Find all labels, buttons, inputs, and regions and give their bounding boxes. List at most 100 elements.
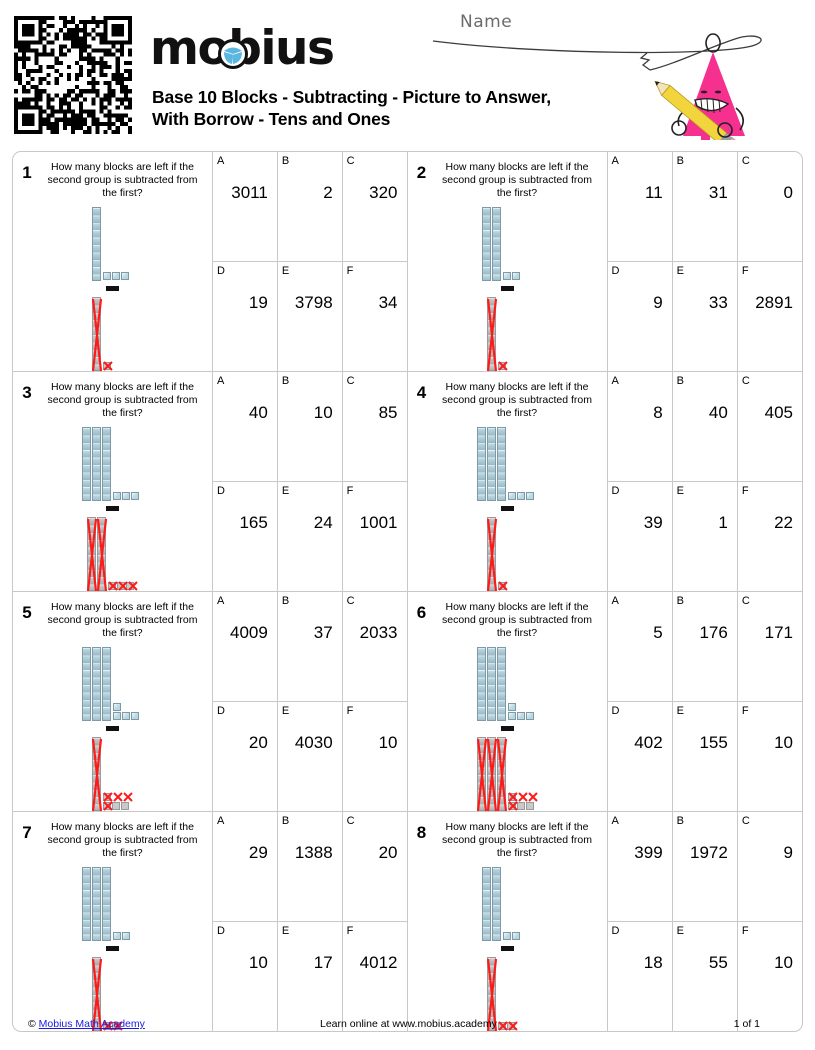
answer-option-B[interactable]: B 31 [671,152,737,261]
answer-option-F[interactable]: F 34 [341,262,407,371]
answer-option-E[interactable]: E 155 [671,702,737,811]
question-number: 6 [416,603,427,622]
answer-option-F[interactable]: F 2891 [736,262,802,371]
unit-cubes [507,793,538,811]
option-value: 33 [708,293,728,312]
answer-option-E[interactable]: E 33 [671,262,737,371]
question-number: 4 [416,383,427,402]
answer-option-A[interactable]: A 29 [213,812,277,921]
answer-options: A 5 B 176 C 171 D 402 [606,592,802,811]
brand-logo: mobius [150,22,450,76]
option-letter: C [741,375,750,387]
option-letter: A [217,815,225,827]
answer-options: A 29 B 1388 C 20 D 10 [212,812,407,1031]
option-letter: B [676,815,685,827]
answer-option-E[interactable]: E 1 [671,482,737,591]
unit-cube [108,582,116,590]
answer-option-C[interactable]: C 0 [736,152,802,261]
answer-option-D[interactable]: D 19 [213,262,277,371]
ten-rods [481,207,502,281]
answer-option-A[interactable]: A 40 [213,372,277,481]
answer-row: D 402 E 155 F 10 [607,701,802,811]
answer-option-B[interactable]: B 40 [671,372,737,481]
question-row: 3 How many blocks are left if the second… [13,371,802,592]
option-letter: D [217,925,225,937]
option-letter: B [676,375,685,387]
ten-rod [486,647,496,721]
answer-option-F[interactable]: F 4012 [341,922,407,1031]
answer-option-F[interactable]: F 10 [341,702,407,811]
answer-option-E[interactable]: E 17 [276,922,342,1031]
mobius-math-academy-link[interactable]: Mobius Math Academy [38,1018,145,1030]
unit-cube [112,802,120,810]
answer-option-C[interactable]: C 405 [736,372,802,481]
option-value: 2891 [755,293,794,312]
answer-option-E[interactable]: E 24 [276,482,342,591]
answer-option-B[interactable]: B 37 [276,592,342,701]
ten-rods [476,647,507,721]
minus-sign-icon [106,286,119,291]
unit-cube [525,712,534,720]
answer-option-C[interactable]: C 9 [736,812,802,921]
page-header: mobius Base 10 Blocks - Subtracting - Pi… [0,0,815,148]
copyright: © Mobius Math Academy [28,1018,145,1030]
answer-row: A 399 B 1972 C 9 [608,812,803,921]
unit-cube [511,932,520,940]
answer-option-C[interactable]: C 85 [341,372,407,481]
answer-option-F[interactable]: F 10 [736,702,802,811]
answer-option-A[interactable]: A 8 [608,372,672,481]
unit-cube [112,272,120,280]
answer-option-E[interactable]: E 4030 [276,702,342,811]
qr-code-icon[interactable] [14,16,132,134]
unit-cube [103,793,111,801]
option-letter: E [676,485,685,497]
option-value: 10 [378,733,398,752]
answer-options: A 3011 B 2 C 320 D 19 [212,152,407,371]
answer-option-A[interactable]: A 4009 [213,592,277,701]
answer-option-B[interactable]: B 1388 [276,812,342,921]
option-value: 24 [313,513,333,532]
question-body: 2 How many blocks are left if the second… [408,152,607,372]
answer-option-D[interactable]: D 165 [213,482,277,591]
unit-cube [113,492,121,500]
option-letter: F [741,265,749,277]
option-letter: A [611,595,619,607]
question-number: 2 [416,163,427,182]
question-prompt: How many blocks are left if the second g… [442,161,592,199]
option-value: 31 [708,183,728,202]
answer-option-D[interactable]: D 9 [608,262,672,371]
answer-option-B[interactable]: B 2 [276,152,342,261]
question-8: 8 How many blocks are left if the second… [407,811,803,1031]
ten-rod [496,647,506,721]
question-body: 5 How many blocks are left if the second… [13,592,212,812]
answer-option-D[interactable]: D 39 [608,482,672,591]
unit-cube [511,272,520,280]
answer-option-C[interactable]: C 171 [736,592,802,701]
ten-rods [92,297,102,371]
answer-option-F[interactable]: F 1001 [341,482,407,591]
answer-option-C[interactable]: C 20 [341,812,407,921]
second-group-crossed [486,297,528,372]
answer-row: A 4009 B 37 C 2033 [213,592,407,701]
answer-option-D[interactable]: D 402 [608,702,672,811]
answer-option-B[interactable]: B 10 [276,372,342,481]
answer-option-D[interactable]: D 20 [213,702,277,811]
answer-option-B[interactable]: B 1972 [671,812,737,921]
answer-option-A[interactable]: A 5 [608,592,672,701]
answer-option-A[interactable]: A 3011 [213,152,277,261]
answer-option-C[interactable]: C 320 [341,152,407,261]
answer-option-C[interactable]: C 2033 [341,592,407,701]
answer-option-D[interactable]: D 10 [213,922,277,1031]
answer-option-E[interactable]: E 3798 [276,262,342,371]
answer-option-A[interactable]: A 399 [608,812,672,921]
answer-row: D 9 E 33 F 2891 [607,261,802,371]
option-value: 0 [783,183,794,202]
option-letter: A [611,155,619,167]
answer-option-F[interactable]: F 22 [736,482,802,591]
answer-option-D[interactable]: D 18 [608,922,672,1031]
answer-option-E[interactable]: E 55 [671,922,737,1031]
answer-option-F[interactable]: F 10 [736,922,802,1031]
option-letter: E [676,925,685,937]
answer-option-B[interactable]: B 176 [671,592,737,701]
answer-option-A[interactable]: A 11 [608,152,672,261]
